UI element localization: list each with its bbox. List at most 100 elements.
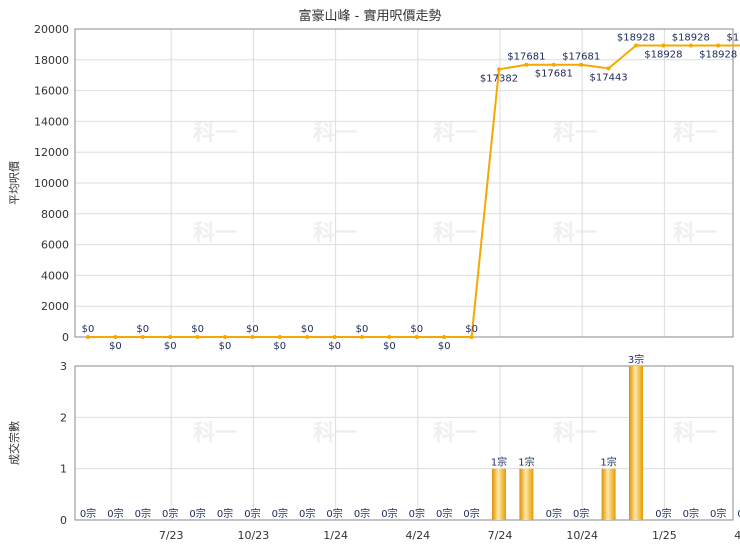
price-point (360, 335, 364, 339)
count-data-label: 0宗 (354, 507, 370, 520)
price-data-label: $18928 (699, 50, 737, 61)
count-data-label: 1宗 (600, 456, 616, 469)
price-point (332, 335, 337, 339)
price-y-tick-label: 6000 (41, 239, 69, 252)
price-data-label: $18928 (644, 50, 682, 61)
watermark-text: 科一 (433, 421, 477, 446)
x-tick-label: 10/23 (238, 529, 270, 542)
price-y-tick-label: 8000 (41, 208, 69, 221)
count-data-label: 0宗 (135, 507, 151, 520)
price-data-label: $0 (246, 324, 259, 335)
price-point (305, 335, 310, 339)
price-point (277, 335, 282, 339)
price-data-label: $0 (82, 324, 95, 335)
price-data-label: $0 (356, 324, 369, 335)
x-tick-label: 1/24 (323, 529, 348, 542)
data-label-layer: $0 $0 $0 $0 $0 $0 $0 $0 $0 $0 $0 $0 $0 $0 $0 $17382 $176… (80, 33, 740, 520)
count-data-label: 0宗 (436, 507, 452, 520)
count-data-label: 3宗 (628, 353, 644, 366)
count-bar (601, 468, 616, 520)
count-bar (519, 468, 534, 520)
price-data-label: $0 (465, 324, 478, 335)
price-data-label: $0 (136, 324, 149, 335)
price-data-label: $0 (410, 324, 423, 335)
watermark-text: 科一 (553, 121, 597, 146)
price-y-tick-label: 16000 (34, 85, 69, 98)
price-point (524, 62, 529, 67)
count-data-label: 0宗 (217, 507, 233, 520)
watermark-text: 科一 (313, 221, 357, 246)
watermark-text: 科一 (313, 421, 357, 446)
count-y-tick-label: 2 (60, 411, 67, 424)
price-y-tick-label: 0 (62, 331, 69, 344)
price-point (442, 335, 447, 339)
x-tick-label: 7/23 (159, 529, 184, 542)
watermark-text: 科一 (313, 121, 357, 146)
x-tick-label: 4/24 (405, 529, 430, 542)
price-point (551, 62, 556, 67)
price-y-tick-label: 4000 (41, 269, 69, 282)
count-bar (629, 366, 643, 520)
count-data-label: 0宗 (683, 507, 699, 520)
price-data-label: $18928 (672, 33, 710, 44)
price-point (250, 335, 255, 339)
watermark-text: 科一 (193, 221, 237, 246)
price-data-label: $17681 (562, 52, 600, 63)
price-point (579, 62, 584, 67)
x-tick-label: 4/25 (734, 529, 740, 542)
price-data-label: $0 (383, 341, 396, 352)
count-data-label: 1宗 (518, 456, 534, 469)
price-data-label: $0 (109, 341, 122, 352)
count-data-label: 0宗 (162, 507, 178, 520)
watermark-text: 科一 (433, 221, 477, 246)
price-y-tick-label: 12000 (34, 146, 69, 159)
price-point (195, 335, 200, 339)
price-data-label: $0 (191, 324, 204, 335)
count-y-tick-label: 3 (60, 360, 67, 373)
count-data-label: 0宗 (546, 507, 562, 520)
price-point (469, 335, 474, 339)
price-point (661, 43, 666, 48)
price-point (414, 335, 419, 339)
line-layer (86, 43, 740, 339)
count-data-label: 0宗 (381, 507, 397, 520)
price-data-label: $0 (328, 341, 341, 352)
price-data-label: $17681 (507, 52, 545, 63)
price-y-tick-label: 14000 (34, 115, 69, 128)
x-tick-label: 7/24 (488, 529, 513, 542)
price-data-label: $17681 (535, 69, 573, 80)
price-data-label: $0 (164, 341, 177, 352)
price-point (606, 66, 611, 71)
count-data-label: 0宗 (107, 507, 123, 520)
price-point (634, 43, 638, 48)
price-point (497, 67, 501, 72)
price-data-label: $18928 (617, 33, 655, 44)
watermark-text: 科一 (673, 121, 717, 146)
price-data-label: $0 (219, 341, 232, 352)
count-y-tick-label: 1 (60, 463, 67, 476)
price-y-tick-label: 18000 (34, 54, 69, 67)
x-tick-label: 1/25 (652, 529, 677, 542)
y-tick-layer: 0 2000 4000 6000 8000 10000 12000 14000 16000 180… (34, 23, 69, 527)
price-point (113, 335, 118, 339)
price-data-label: $17443 (590, 72, 628, 83)
price-y-tick-label: 2000 (41, 300, 69, 313)
count-data-label: 0宗 (573, 507, 589, 520)
price-point (688, 43, 693, 48)
watermark-text: 科一 (553, 421, 597, 446)
watermark-text: 科一 (673, 421, 717, 446)
x-tick-layer: 7/23 10/23 1/24 4/24 7/24 10/24 1/25 4/25 (159, 529, 740, 542)
price-data-label: $0 (438, 341, 451, 352)
price-point (387, 335, 392, 339)
count-data-label: 0宗 (655, 507, 671, 520)
price-series-line (88, 44, 740, 338)
price-point (140, 335, 145, 339)
price-point (716, 43, 721, 48)
bar-layer (492, 366, 643, 520)
watermark-text: 科一 (553, 221, 597, 246)
count-data-label: 0宗 (272, 507, 288, 520)
price-point (168, 335, 173, 339)
count-y-tick-label: 0 (60, 514, 67, 527)
count-data-label: 0宗 (737, 507, 740, 520)
